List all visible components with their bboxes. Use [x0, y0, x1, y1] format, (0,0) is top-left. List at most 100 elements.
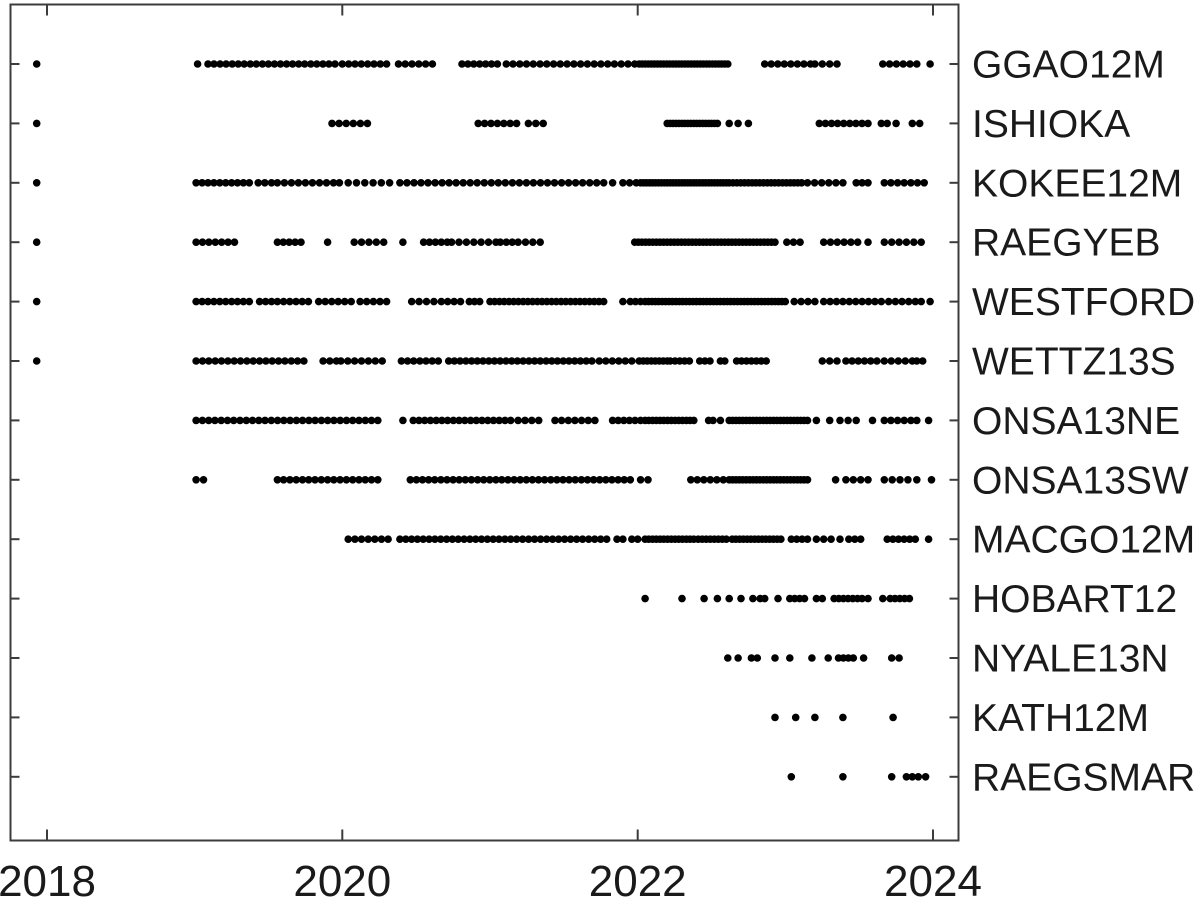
session-dot [621, 357, 630, 365]
session-dot [486, 476, 494, 484]
session-dot [831, 476, 840, 484]
session-dot [619, 297, 627, 306]
session-dot [455, 238, 463, 246]
session-dot [336, 476, 344, 484]
session-dot [342, 476, 351, 484]
session-dot [812, 535, 821, 543]
session-dot [261, 297, 270, 306]
session-dot [900, 179, 908, 187]
session-dot [267, 179, 276, 187]
session-dot [880, 179, 889, 187]
session-dot [883, 535, 891, 543]
session-dot [608, 416, 617, 425]
session-dot [204, 60, 212, 68]
session-dot [222, 60, 230, 68]
session-dot [267, 416, 276, 425]
session-dot [361, 416, 370, 425]
session-dot [908, 773, 917, 781]
session-dot [494, 179, 503, 187]
session-dot [442, 535, 451, 543]
session-dot [819, 297, 828, 306]
session-dot [455, 476, 464, 484]
session-dot [892, 119, 900, 128]
session-dot [461, 476, 470, 484]
session-dot [449, 476, 457, 484]
session-dot [907, 179, 915, 187]
session-dot [498, 476, 506, 484]
session-dot [328, 119, 336, 128]
session-dot [431, 238, 440, 246]
session-dot [493, 60, 502, 68]
session-dot [501, 535, 509, 543]
session-dot [887, 416, 895, 425]
station-label: RAEGYEB [972, 222, 1161, 265]
session-dot [344, 357, 352, 365]
session-dot [239, 297, 248, 306]
session-dot [500, 119, 508, 128]
session-dot [900, 416, 908, 425]
session-dot [787, 773, 796, 781]
session-dot [811, 60, 819, 68]
session-dot [462, 357, 470, 365]
x-tick-label: 2022 [589, 857, 687, 903]
session-dot [403, 357, 412, 365]
session-dot [461, 416, 469, 425]
session-dot [851, 297, 860, 306]
session-dot [833, 238, 842, 246]
session-dot [864, 238, 872, 246]
session-dot [833, 357, 841, 365]
station-label: RAEGSMAR [972, 756, 1195, 799]
session-dot [480, 179, 489, 187]
session-dot [777, 535, 785, 543]
session-dot [528, 416, 536, 425]
session-dot [217, 416, 225, 425]
plot-box [9, 3, 960, 842]
session-dot [836, 416, 844, 425]
session-dot [787, 60, 795, 68]
session-dot [825, 416, 834, 425]
session-dot [771, 654, 779, 662]
session-dot [351, 60, 359, 68]
session-dot [230, 357, 238, 365]
session-dot [377, 535, 386, 543]
session-dot [445, 179, 453, 187]
session-dot [421, 60, 430, 68]
session-dot [864, 119, 872, 128]
session-dot [536, 238, 544, 246]
session-dot [470, 238, 478, 246]
session-dot [276, 60, 285, 68]
session-dot [529, 179, 538, 187]
session-dot [419, 535, 428, 543]
session-dot [407, 535, 416, 543]
session-dot [474, 119, 483, 128]
session-dot [583, 60, 592, 68]
session-dot [342, 119, 351, 128]
session-dot [475, 297, 484, 306]
session-dot [492, 476, 500, 484]
session-dot [542, 535, 551, 543]
session-dot [529, 60, 538, 68]
session-dot [317, 416, 326, 425]
station-label: WETTZ13S [972, 341, 1176, 384]
session-dot [902, 773, 911, 781]
session-dot [626, 297, 635, 306]
session-dot [889, 713, 897, 722]
session-dot [725, 594, 733, 603]
session-dot [472, 416, 481, 425]
session-dot [839, 773, 847, 781]
session-dot [255, 297, 264, 306]
session-dot [625, 179, 634, 187]
session-dot [584, 535, 593, 543]
session-dot [350, 357, 359, 365]
session-dot [317, 476, 326, 484]
session-dot [858, 179, 866, 187]
session-dot [279, 297, 288, 306]
session-dot [475, 60, 484, 68]
session-dot [233, 179, 242, 187]
session-dot [582, 357, 590, 365]
session-dot [477, 238, 485, 246]
session-dot [32, 238, 41, 246]
session-dot [331, 60, 339, 68]
session-dot [305, 416, 313, 425]
session-dot [415, 60, 423, 68]
